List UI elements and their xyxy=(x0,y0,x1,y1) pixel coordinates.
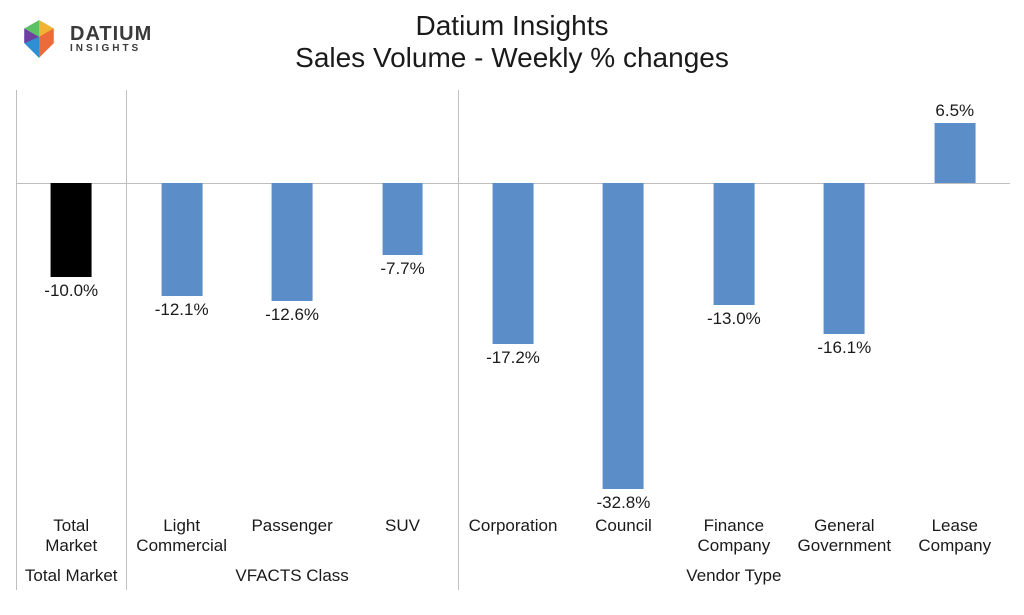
bar-value: -32.8% xyxy=(597,493,651,513)
bar xyxy=(493,183,534,344)
category-label: LightCommercial xyxy=(129,516,234,555)
category-label: GeneralGovernment xyxy=(792,516,897,555)
bar xyxy=(272,183,313,301)
category-label: Passenger xyxy=(240,516,345,536)
group-label: VFACTS Class xyxy=(235,566,348,586)
bar-value: -16.1% xyxy=(817,338,871,358)
category-label: TotalMarket xyxy=(19,516,124,555)
title-line-1: Datium Insights xyxy=(0,10,1024,42)
group-separator xyxy=(126,90,127,590)
bar-value: -17.2% xyxy=(486,348,540,368)
category-label: LeaseCompany xyxy=(902,516,1007,555)
bar-value: -12.1% xyxy=(155,300,209,320)
category-label: SUV xyxy=(350,516,455,536)
page: DATIUM INSIGHTS Datium Insights Sales Vo… xyxy=(0,0,1024,615)
bar xyxy=(161,183,202,296)
group-separator xyxy=(458,90,459,590)
category-label: Council xyxy=(571,516,676,536)
bar xyxy=(713,183,754,304)
group-label: Total Market xyxy=(25,566,118,586)
bar-value: -7.7% xyxy=(380,259,424,279)
bar xyxy=(51,183,92,276)
bar xyxy=(934,123,975,184)
group-label: Vendor Type xyxy=(686,566,781,586)
sales-volume-chart: -10.0% TotalMarket -12.1% LightCommercial -1… xyxy=(16,90,1010,598)
chart-title: Datium Insights Sales Volume - Weekly % … xyxy=(0,10,1024,74)
bar xyxy=(824,183,865,333)
bar-value: -10.0% xyxy=(44,281,98,301)
bar-value: -12.6% xyxy=(265,305,319,325)
category-label: FinanceCompany xyxy=(681,516,786,555)
title-line-2: Sales Volume - Weekly % changes xyxy=(0,42,1024,74)
group-separator xyxy=(16,90,17,590)
category-label: Corporation xyxy=(461,516,566,536)
bar xyxy=(603,183,644,489)
bar-value: 6.5% xyxy=(935,101,974,121)
bar-value: -13.0% xyxy=(707,309,761,329)
bar xyxy=(382,183,423,255)
plot-area: -10.0%TotalMarket-12.1%LightCommercial-1… xyxy=(16,90,1010,510)
